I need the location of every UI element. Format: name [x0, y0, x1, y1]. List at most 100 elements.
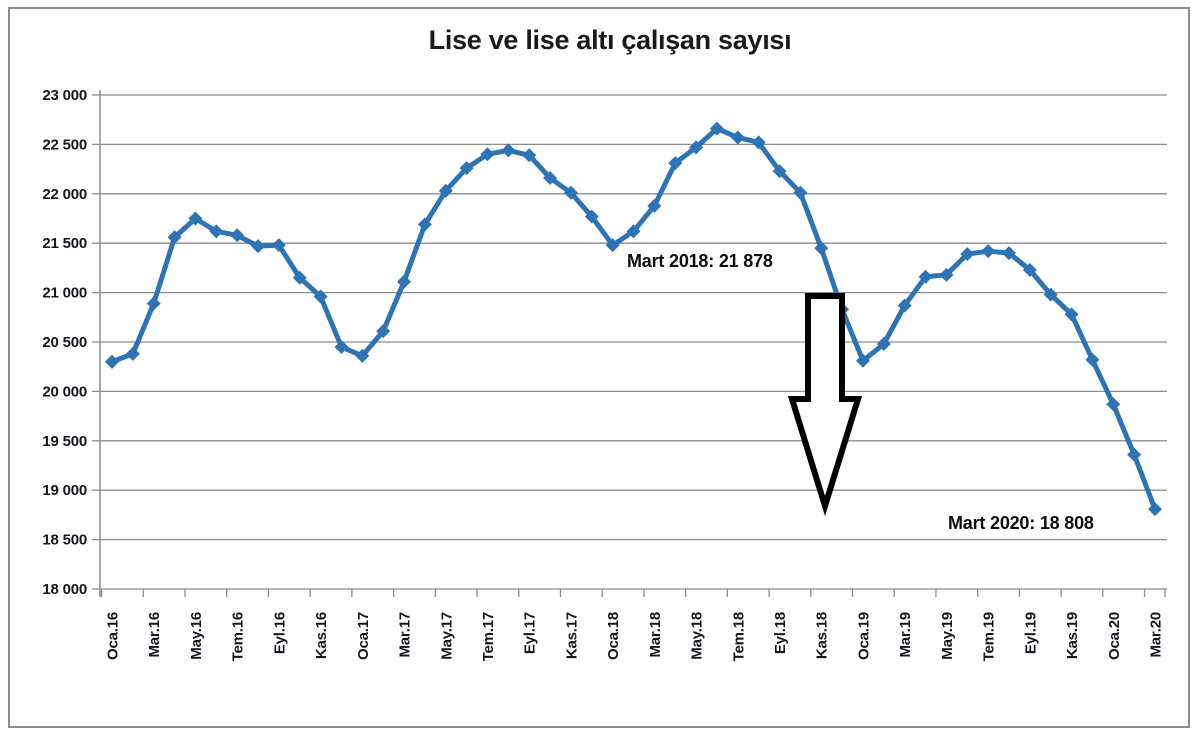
y-axis-label: 18 000 [42, 581, 87, 598]
x-axis-label: Kas.17 [563, 612, 580, 659]
data-point-marker [647, 198, 662, 213]
data-point-marker [105, 354, 119, 369]
data-point-marker [501, 143, 516, 158]
x-axis-label: Mar.20 [1148, 612, 1165, 658]
data-point-marker [981, 244, 996, 259]
data-point-marker [543, 170, 558, 185]
x-axis-label: Eyl.18 [772, 612, 789, 654]
data-point-marker [167, 230, 182, 245]
x-axis-label: Mar.18 [647, 612, 664, 658]
y-axis-label: 23 000 [42, 87, 87, 104]
x-axis-label: Kas.18 [814, 612, 831, 659]
data-point-marker [438, 183, 453, 198]
y-axis-label: 20 500 [42, 334, 87, 351]
annotation-mart-2018: Mart 2018: 21 878 [627, 251, 773, 271]
x-axis-label: Oca.17 [355, 612, 372, 660]
x-axis-label: Mar.16 [146, 612, 163, 658]
y-axis-label: 19 500 [42, 433, 87, 450]
data-point-marker [376, 324, 391, 339]
x-axis-label: Eyl.16 [271, 612, 288, 654]
data-point-marker [584, 209, 599, 224]
data-point-marker [730, 130, 745, 145]
x-axis-label: Tem.19 [981, 612, 998, 661]
data-point-marker [209, 224, 224, 239]
x-axis-label: Mar.17 [397, 612, 414, 658]
data-point-marker [230, 228, 245, 243]
data-point-marker [1127, 447, 1142, 462]
data-point-marker [939, 267, 954, 282]
axis-ticks [92, 90, 1166, 597]
x-axis-label: May.16 [188, 612, 205, 660]
y-axis-label: 21 500 [42, 235, 87, 252]
data-point-marker [793, 185, 808, 200]
y-axis-label: 22 000 [42, 186, 87, 203]
data-point-marker [397, 274, 412, 289]
y-axis-label: 22 500 [42, 136, 87, 153]
plot-area: 23 000 22 500 22 000 21 500 21 000 20 500 20 0… [42, 87, 1167, 661]
data-point-marker [897, 298, 912, 313]
data-point-marker [1022, 262, 1037, 277]
data-point-marker [355, 348, 370, 363]
data-point-marker [1064, 307, 1079, 322]
data-point-marker [855, 353, 870, 368]
x-axis-label: Tem.17 [480, 612, 497, 661]
data-point-marker [814, 241, 829, 256]
data-point-marker [1106, 397, 1121, 412]
x-axis-label: May.18 [689, 612, 706, 660]
data-point-marker [522, 148, 537, 163]
x-axis-label: Kas.19 [1064, 612, 1081, 659]
data-point-marker [668, 156, 683, 171]
data-point-marker [125, 346, 140, 361]
series-line [109, 126, 1158, 512]
data-point-marker [751, 135, 766, 150]
data-point-marker [876, 336, 891, 351]
data-point-marker [960, 247, 975, 262]
x-axis-label: Oca.18 [605, 612, 622, 660]
data-point-marker [1085, 352, 1100, 367]
x-axis-label: Tem.18 [730, 612, 747, 661]
chart-border [8, 7, 1190, 728]
annotation-mart-2020: Mart 2020: 18 808 [948, 513, 1094, 533]
x-axis-label: Mar.19 [897, 612, 914, 658]
data-point-marker [689, 140, 704, 155]
data-point-marker [188, 211, 203, 226]
data-point-marker [271, 238, 286, 253]
x-axis-label: Eyl.19 [1022, 612, 1039, 654]
x-axis-label: Eyl.17 [522, 612, 539, 654]
x-axis-label: May.17 [438, 612, 455, 660]
x-axis-label: Oca.20 [1106, 612, 1123, 660]
data-point-markers [105, 121, 1162, 517]
x-axis-labels: Oca.16 Mar.16 May.16 Tem.16 Eyl.16 Kas.16 Oca.… [105, 612, 1165, 661]
x-axis-label: Oca.19 [855, 612, 872, 660]
data-point-marker [146, 296, 161, 311]
y-axis-label: 20 000 [42, 383, 87, 400]
chart-title: Lise ve lise altı çalışan sayısı [429, 25, 792, 55]
data-point-marker [1148, 502, 1162, 517]
x-axis-label: Kas.16 [313, 612, 330, 659]
data-point-marker [334, 339, 349, 354]
data-point-marker [772, 164, 787, 179]
data-point-marker [918, 269, 933, 284]
y-axis-label: 18 500 [42, 532, 87, 549]
y-axis-labels: 23 000 22 500 22 000 21 500 21 000 20 500 20 0… [42, 87, 87, 598]
data-point-marker [417, 217, 432, 232]
data-point-marker [1043, 287, 1058, 302]
data-point-marker [292, 270, 307, 285]
data-point-marker [626, 224, 641, 239]
data-point-marker [709, 121, 724, 136]
series-path [109, 126, 1158, 512]
gridlines [100, 94, 1167, 590]
down-arrow-icon [787, 293, 863, 517]
x-axis-label: Tem.16 [230, 612, 247, 661]
data-point-marker [1001, 246, 1016, 261]
data-point-marker [313, 289, 328, 304]
x-axis-label: May.19 [939, 612, 956, 660]
data-point-marker [480, 147, 495, 162]
data-point-marker [605, 238, 620, 253]
data-point-marker [459, 161, 474, 176]
x-axis-label: Oca.16 [105, 612, 122, 660]
y-axis-label: 19 000 [42, 482, 87, 499]
data-point-marker [251, 239, 266, 254]
